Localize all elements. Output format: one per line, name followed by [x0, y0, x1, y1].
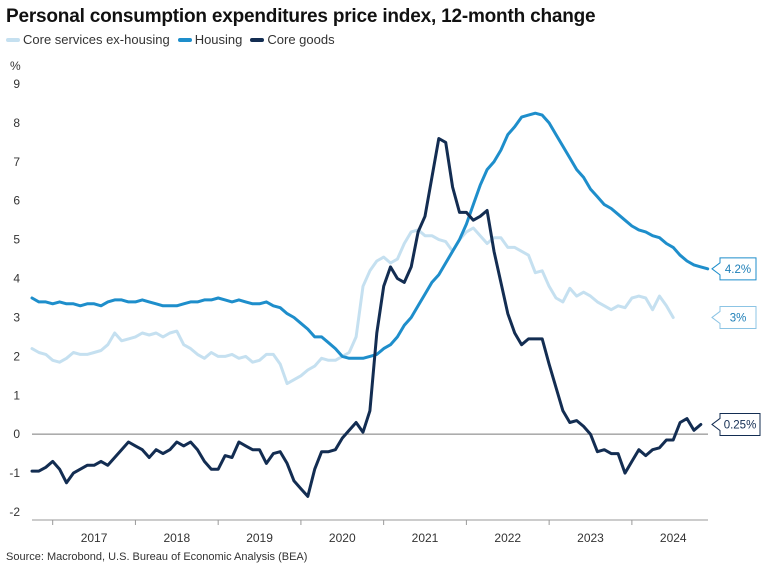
y-tick-label: 7 — [13, 155, 20, 169]
callout-box-housing — [711, 257, 757, 281]
callout-value-core-goods: 0.25% — [724, 419, 757, 431]
x-tick-label: 2020 — [329, 531, 356, 545]
legend-swatch-housing — [177, 37, 192, 42]
x-tick-label: 2021 — [412, 531, 439, 545]
y-tick-label: -2 — [9, 505, 20, 519]
y-tick-label: 3 — [13, 310, 20, 324]
callout-value-core-services-ex-housing: 3% — [730, 312, 747, 324]
source-note: Source: Macrobond, U.S. Bureau of Econom… — [6, 551, 308, 563]
legend-label-housing: Housing — [194, 32, 243, 47]
y-tick-label: -1 — [9, 466, 20, 480]
legend-item-core-services: Core services ex-housing — [6, 32, 170, 47]
series-line-core-services-ex-housing — [30, 226, 675, 386]
y-tick-label: 6 — [13, 194, 20, 208]
x-tick-label: 2018 — [163, 531, 190, 545]
legend: Core services ex-housing Housing Core go… — [6, 32, 335, 47]
x-tick-label: 2023 — [577, 531, 604, 545]
y-tick-label: 5 — [13, 233, 20, 247]
series-line-core-goods — [30, 137, 703, 498]
legend-swatch-core-goods — [250, 37, 265, 42]
legend-label-core-services: Core services ex-housing — [23, 32, 170, 47]
y-tick-label: 8 — [13, 116, 20, 130]
x-tick-label: 2024 — [660, 531, 687, 545]
y-axis-unit-label: % — [10, 59, 21, 73]
x-tick-label: 2017 — [81, 531, 108, 545]
y-tick-label: 9 — [13, 77, 20, 91]
legend-label-core-goods: Core goods — [267, 32, 335, 47]
series-line-housing — [30, 111, 710, 360]
legend-item-core-goods: Core goods — [250, 32, 335, 47]
y-tick-label: 1 — [13, 388, 20, 402]
callout-value-housing: 4.2% — [725, 264, 751, 276]
x-tick-label: 2019 — [246, 531, 273, 545]
y-tick-label: 2 — [13, 349, 20, 363]
x-tick-label: 2022 — [494, 531, 521, 545]
callout-box-core-goods — [711, 412, 761, 436]
y-tick-label: 4 — [13, 272, 20, 286]
legend-item-housing: Housing — [177, 32, 243, 47]
legend-swatch-core-services — [6, 37, 20, 42]
chart-title: Personal consumption expenditures price … — [6, 6, 596, 27]
callout-box-core-services-ex-housing — [711, 305, 757, 329]
y-tick-label: 0 — [13, 427, 20, 441]
